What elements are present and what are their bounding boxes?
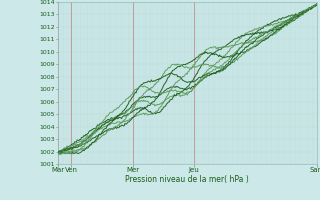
X-axis label: Pression niveau de la mer( hPa ): Pression niveau de la mer( hPa ) bbox=[125, 175, 249, 184]
